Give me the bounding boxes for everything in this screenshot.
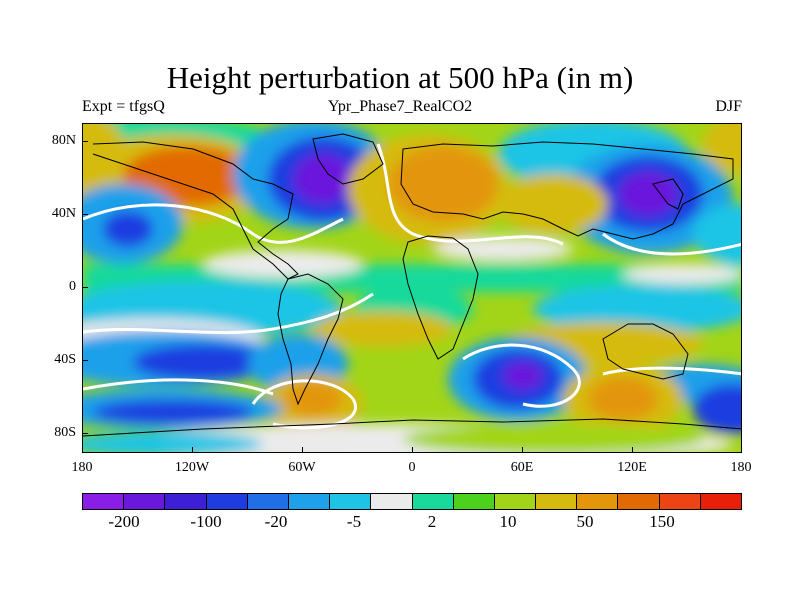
lat-tick-label: 0 xyxy=(69,279,76,294)
contour-map-svg xyxy=(83,124,741,452)
lon-tick-mark xyxy=(632,447,633,453)
colorbar-box xyxy=(124,494,166,509)
lat-tick-label: 80S xyxy=(54,425,76,440)
colorbar-box xyxy=(247,494,289,509)
colorbar-label: -100 xyxy=(190,512,222,531)
colorbar xyxy=(82,493,742,510)
colorbar-box xyxy=(412,494,454,509)
lon-tick-mark xyxy=(522,447,523,453)
colorbar-label: 150 xyxy=(649,512,675,531)
lat-tick-label: 40N xyxy=(51,206,76,221)
colorbar-box xyxy=(165,494,207,509)
contour-map xyxy=(82,123,742,453)
colorbar-box xyxy=(288,494,331,509)
colorbar-box xyxy=(536,494,578,509)
lat-tick-mark xyxy=(82,360,88,361)
colorbar-box xyxy=(206,494,248,509)
colorbar-label: 10 xyxy=(499,512,517,531)
lon-tick-mark xyxy=(412,447,413,453)
lat-tick-mark xyxy=(82,214,88,215)
lon-tick-label: 120W xyxy=(174,460,210,475)
colorbar-label: -20 xyxy=(264,512,288,531)
lon-tick-mark xyxy=(302,447,303,453)
colorbar-box xyxy=(618,494,660,509)
lon-tick-label: 60E xyxy=(510,460,534,475)
lat-tick-mark xyxy=(82,287,88,288)
lon-tick-mark xyxy=(192,447,193,453)
lat-tick-label: 40S xyxy=(54,352,76,367)
colorbar-box xyxy=(494,494,537,509)
run-label: Ypr_Phase7_RealCO2 xyxy=(327,98,473,115)
lon-tick-label: 60W xyxy=(288,460,316,475)
lon-tick-label: 180 xyxy=(730,460,752,475)
colorbar-box xyxy=(577,494,619,509)
filled-contours xyxy=(83,124,741,452)
lat-tick-label: 80N xyxy=(51,133,76,148)
colorbar-label: 50 xyxy=(576,512,594,531)
season-label: DJF xyxy=(715,98,742,115)
colorbar-box xyxy=(371,494,413,509)
colorbar-box xyxy=(83,494,125,509)
contour-lines xyxy=(83,143,741,430)
colorbar-label: -200 xyxy=(108,512,140,531)
colorbar-label: 2 xyxy=(427,512,437,531)
colorbar-box xyxy=(330,494,372,509)
coastlines xyxy=(83,133,741,437)
lat-tick-mark xyxy=(82,141,88,142)
colorbar-box xyxy=(659,494,701,509)
colorbar-label: -5 xyxy=(346,512,362,531)
plot-title: Height perturbation at 500 hPa (in m) xyxy=(166,60,634,95)
colorbar-box xyxy=(453,494,495,509)
lon-tick-label: 180 xyxy=(71,460,93,475)
lon-tick-label: 0 xyxy=(408,460,416,475)
lon-tick-label: 120E xyxy=(617,460,647,475)
experiment-label: Expt = tfgsQ xyxy=(82,98,165,115)
colorbar-box xyxy=(700,494,741,509)
lat-tick-mark xyxy=(82,433,88,434)
